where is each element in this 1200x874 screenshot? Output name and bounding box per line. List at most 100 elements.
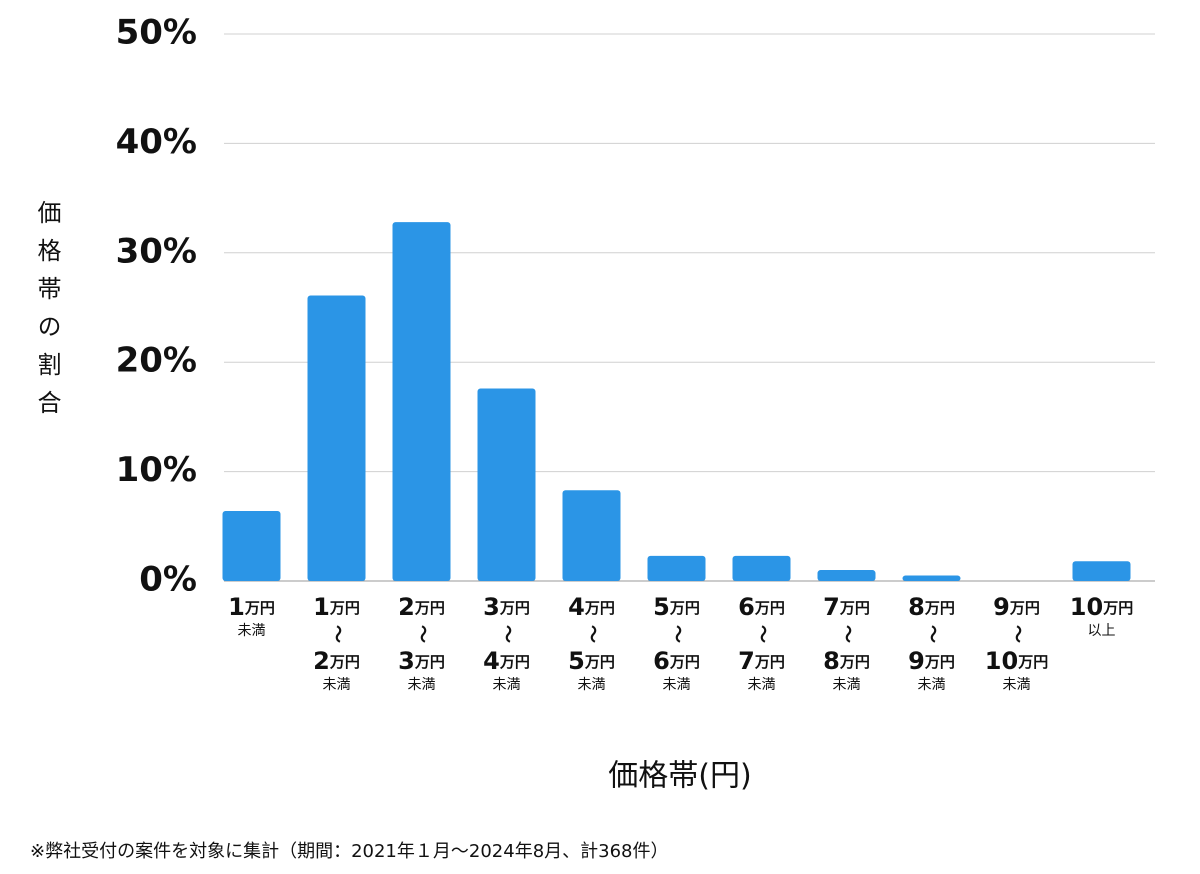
bar — [902, 575, 961, 581]
footnote: ※弊社受付の案件を対象に集計（期間：2021年１月〜2024年8月、計368件） — [30, 841, 669, 862]
label-unit: 万円 — [839, 653, 870, 671]
x-tick-label: 6万円 — [738, 593, 785, 621]
y-tick-label: 40% — [116, 122, 197, 162]
label-number: 3 — [483, 593, 500, 621]
label-unit: 万円 — [754, 599, 785, 617]
bar — [562, 490, 621, 581]
label-unit: 万円 — [1017, 653, 1048, 671]
label-number: 8 — [823, 647, 840, 675]
x-tick-label: 未満 — [578, 677, 606, 693]
label-number: 5 — [653, 593, 670, 621]
x-tick-label: 未満 — [408, 677, 436, 693]
x-tick-label: 未満 — [833, 677, 861, 693]
label-unit: 万円 — [584, 653, 615, 671]
x-tick-label: 未満 — [238, 623, 266, 639]
x-tick-label: 〜 — [412, 625, 433, 643]
label-number: 6 — [653, 647, 670, 675]
label-unit: 万円 — [584, 599, 615, 617]
x-tick-label: 7万円 — [738, 647, 785, 675]
x-tick-label: 未満 — [1003, 677, 1031, 693]
x-tick-label: 2万円 — [313, 647, 360, 675]
label-number: 2 — [313, 647, 330, 675]
x-tick-label: 10万円 — [1070, 593, 1133, 621]
label-unit: 万円 — [329, 653, 360, 671]
y-tick-label: 10% — [116, 450, 197, 490]
y-axis-title: 価格帯の割合 — [33, 200, 61, 428]
label-unit: 万円 — [499, 599, 530, 617]
label-number: 10 — [985, 647, 1018, 675]
x-tick-label: 4万円 — [483, 647, 530, 675]
label-unit: 万円 — [329, 599, 360, 617]
bar — [817, 570, 876, 581]
x-tick-label: 3万円 — [483, 593, 530, 621]
bar — [647, 555, 706, 581]
x-tick-label: 〜 — [837, 625, 858, 643]
label-unit: 万円 — [924, 653, 955, 671]
x-tick-label: 8万円 — [908, 593, 955, 621]
label-unit: 万円 — [669, 653, 700, 671]
label-number: 5 — [568, 647, 585, 675]
x-tick-label: 2万円 — [398, 593, 445, 621]
label-unit: 万円 — [1009, 599, 1040, 617]
label-number: 4 — [483, 647, 500, 675]
x-tick-label: 7万円 — [823, 593, 870, 621]
label-number: 7 — [823, 593, 840, 621]
label-number: 7 — [738, 647, 755, 675]
y-tick-label: 50% — [116, 13, 197, 53]
label-unit: 万円 — [414, 599, 445, 617]
x-axis-title: 価格帯(円) — [608, 759, 751, 794]
x-tick-label: 5万円 — [653, 593, 700, 621]
label-unit: 万円 — [924, 599, 955, 617]
label-unit: 万円 — [839, 599, 870, 617]
label-number: 1 — [228, 593, 245, 621]
x-tick-label: 6万円 — [653, 647, 700, 675]
label-number: 1 — [313, 593, 330, 621]
bar — [477, 388, 536, 581]
label-unit: 万円 — [244, 599, 275, 617]
x-tick-label: 未満 — [323, 677, 351, 693]
label-number: 6 — [738, 593, 755, 621]
y-tick-label: 30% — [116, 231, 197, 271]
x-tick-label: 〜 — [327, 625, 348, 643]
x-tick-label: 未満 — [748, 677, 776, 693]
x-tick-label: 以上 — [1088, 623, 1116, 639]
x-tick-label: 〜 — [667, 625, 688, 643]
x-tick-label: 9万円 — [908, 647, 955, 675]
label-number: 9 — [908, 647, 925, 675]
x-tick-label: 〜 — [752, 625, 773, 643]
x-tick-label: 〜 — [922, 625, 943, 643]
x-tick-label: 10万円 — [985, 647, 1048, 675]
x-tick-label: 未満 — [918, 677, 946, 693]
bar — [222, 510, 281, 581]
x-tick-label: 〜 — [582, 625, 603, 643]
label-unit: 万円 — [669, 599, 700, 617]
label-number: 3 — [398, 647, 415, 675]
bar — [307, 295, 366, 581]
x-tick-label: 8万円 — [823, 647, 870, 675]
bar — [392, 222, 451, 581]
x-tick-label: 9万円 — [993, 593, 1040, 621]
label-number: 8 — [908, 593, 925, 621]
label-unit: 万円 — [414, 653, 445, 671]
label-unit: 万円 — [1102, 599, 1133, 617]
label-unit: 万円 — [754, 653, 785, 671]
label-number: 4 — [568, 593, 585, 621]
y-tick-label: 20% — [116, 341, 197, 381]
label-unit: 万円 — [499, 653, 530, 671]
y-tick-label: 0% — [139, 560, 197, 600]
x-tick-label: 4万円 — [568, 593, 615, 621]
x-tick-label: 〜 — [1007, 625, 1028, 643]
x-tick-label: 〜 — [497, 625, 518, 643]
x-tick-label: 未満 — [493, 677, 521, 693]
label-number: 2 — [398, 593, 415, 621]
x-tick-label: 5万円 — [568, 647, 615, 675]
label-number: 9 — [993, 593, 1010, 621]
x-tick-label: 3万円 — [398, 647, 445, 675]
x-tick-label: 1万円 — [313, 593, 360, 621]
x-tick-label: 1万円 — [228, 593, 275, 621]
label-number: 10 — [1070, 593, 1103, 621]
bar — [732, 555, 791, 581]
x-tick-label: 未満 — [663, 677, 691, 693]
bar — [1072, 561, 1131, 581]
